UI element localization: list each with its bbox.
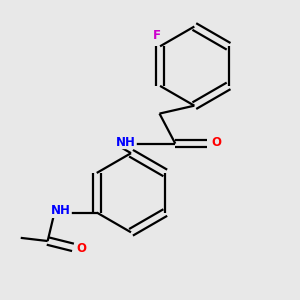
Text: F: F xyxy=(153,29,161,42)
Text: NH: NH xyxy=(51,204,71,218)
Text: O: O xyxy=(212,136,221,148)
Text: O: O xyxy=(77,242,87,255)
Text: NH: NH xyxy=(116,136,136,148)
